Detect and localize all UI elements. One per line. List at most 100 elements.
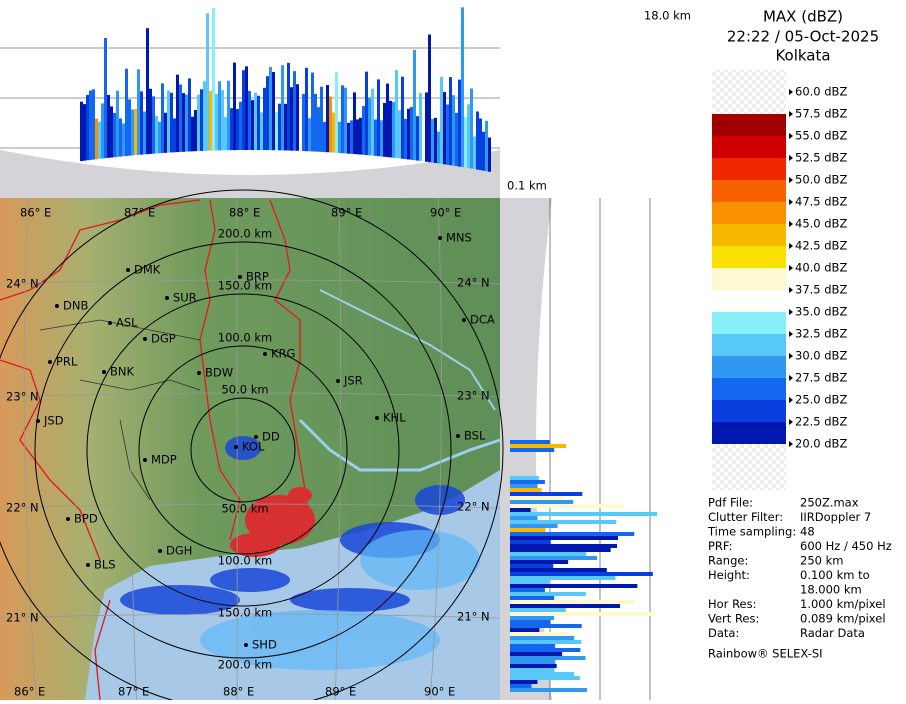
echo-column: [374, 119, 377, 155]
echo-column: [131, 110, 134, 156]
echo-column: [119, 118, 122, 156]
legend-label: 57.5 dBZ: [795, 107, 847, 121]
echo-column: [476, 111, 479, 169]
latitude-label: 22° N: [457, 500, 490, 514]
city-label: BDW: [205, 366, 233, 380]
echo-column: [233, 63, 236, 151]
echo-column: [488, 138, 491, 172]
legend-label: 52.5 dBZ: [795, 151, 847, 165]
legend-swatch: [712, 268, 786, 290]
legend-label: 30.0 dBZ: [795, 349, 847, 363]
echo-row: [510, 580, 549, 584]
echo-column: [287, 63, 290, 151]
echo-column: [200, 89, 203, 151]
echo-column: [167, 90, 170, 152]
echo-row: [510, 500, 573, 504]
echo-row: [510, 624, 582, 628]
city-label: KHL: [383, 411, 406, 425]
city-marker: [462, 318, 466, 322]
echo-column: [437, 132, 440, 164]
legend-label: 60.0 dBZ: [795, 85, 847, 99]
echo-row: [510, 564, 553, 568]
top-height: 18.0 km: [644, 9, 691, 23]
legend-label: 20.0 dBZ: [795, 437, 847, 451]
legend-label: 37.5 dBZ: [795, 283, 847, 297]
city-label: DMK: [134, 263, 161, 277]
range-label: 100.0 km: [218, 554, 272, 568]
range-label: 50.0 km: [221, 502, 268, 516]
latitude-label: 23° N: [457, 389, 490, 403]
echo-row: [510, 568, 607, 572]
echo-row: [510, 668, 555, 672]
echo-column: [98, 122, 101, 159]
echo-column: [122, 123, 125, 156]
city-label: BRP: [246, 270, 269, 284]
echo-row: [510, 680, 537, 684]
legend-swatch: [712, 400, 786, 422]
longitude-label: 88° E: [223, 685, 254, 699]
city-marker: [55, 304, 59, 308]
city-marker: [197, 371, 201, 375]
echo-row: [510, 544, 617, 548]
echo-column: [140, 91, 143, 154]
echo-column: [251, 100, 254, 150]
city-marker: [263, 352, 267, 356]
latitude-label: 23° N: [6, 390, 39, 404]
echo-row: [510, 612, 656, 616]
longitude-label: 90° E: [430, 206, 461, 220]
latitude-label: 21° N: [6, 611, 39, 625]
echo-row: [510, 488, 542, 492]
echo-column: [335, 72, 338, 153]
echo-row: [510, 660, 555, 664]
echo-column: [206, 13, 209, 151]
echo-column: [461, 7, 464, 167]
legend-pointer: [789, 441, 793, 447]
echo-column: [317, 107, 320, 152]
echo-column: [257, 96, 260, 150]
echo-column: [365, 72, 368, 155]
echo-column: [110, 106, 113, 157]
echo-column: [395, 70, 398, 158]
echo-row: [510, 536, 618, 540]
echo-column: [314, 94, 317, 152]
city-marker: [143, 337, 147, 341]
info-value: 0.100 km to: [800, 568, 870, 582]
echo-row: [510, 484, 537, 488]
echo-row: [510, 448, 554, 452]
echo-column: [434, 118, 437, 163]
echo-column: [134, 109, 137, 155]
echo-column: [170, 93, 173, 153]
info-key: Pdf File:: [708, 496, 753, 510]
echo-column: [107, 95, 110, 158]
echo-row: [510, 672, 574, 676]
longitude-label: 88° E: [229, 206, 260, 220]
longitude-label: 90° E: [424, 685, 455, 699]
legend-label: 45.0 dBZ: [795, 217, 847, 231]
echo-row: [510, 524, 558, 528]
echo-column: [290, 87, 293, 150]
echo-row: [510, 628, 539, 632]
echo-row: [510, 648, 580, 652]
city-label: BNK: [110, 365, 134, 379]
echo-row: [510, 444, 566, 448]
info-value: Radar Data: [800, 626, 865, 640]
legend-label: 47.5 dBZ: [795, 195, 847, 209]
longitude-label: 89° E: [325, 685, 356, 699]
city-marker: [254, 435, 258, 439]
echo-column: [191, 117, 194, 152]
legend-label: 40.0 dBZ: [795, 261, 847, 275]
echo-row: [510, 588, 545, 592]
legend-pointer: [789, 243, 793, 249]
range-label: 100.0 km: [218, 331, 272, 345]
info-key: Data:: [708, 626, 739, 640]
echo-column: [221, 90, 224, 150]
echo-row: [510, 532, 634, 536]
echo-column: [338, 122, 341, 153]
echo-column: [194, 110, 197, 151]
city-label: JSR: [343, 374, 363, 388]
echo-column: [185, 95, 188, 152]
echo-row: [510, 676, 580, 680]
city-label: KRG: [271, 347, 295, 361]
echo-column: [377, 79, 380, 156]
